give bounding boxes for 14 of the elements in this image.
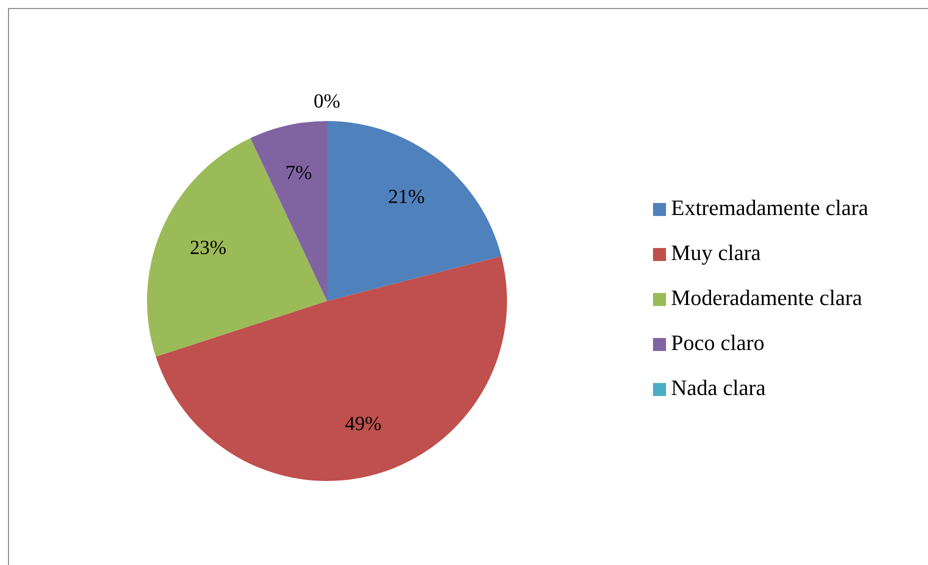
data-label: 7%: [285, 162, 312, 184]
text: 0%: [314, 90, 340, 113]
legend-label: Poco claro: [671, 330, 764, 356]
pie-slice: [156, 256, 507, 481]
legend-label: Moderadamente clara: [671, 285, 862, 310]
legend-label: Extremadamente clara: [671, 195, 869, 220]
legend-label: Muy clara: [671, 240, 762, 266]
data-label: 23%: [190, 237, 226, 260]
data-label: 49%: [344, 413, 382, 436]
data-label: 21%: [388, 186, 425, 208]
legend-label: Nada clara: [671, 375, 766, 400]
pie-slice: [327, 121, 502, 301]
pie-slice: [250, 121, 327, 301]
pie-slice: [147, 138, 327, 357]
